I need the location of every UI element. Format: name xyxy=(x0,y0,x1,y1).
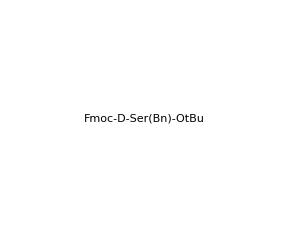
Text: Fmoc-D-Ser(Bn)-OtBu: Fmoc-D-Ser(Bn)-OtBu xyxy=(83,114,205,124)
